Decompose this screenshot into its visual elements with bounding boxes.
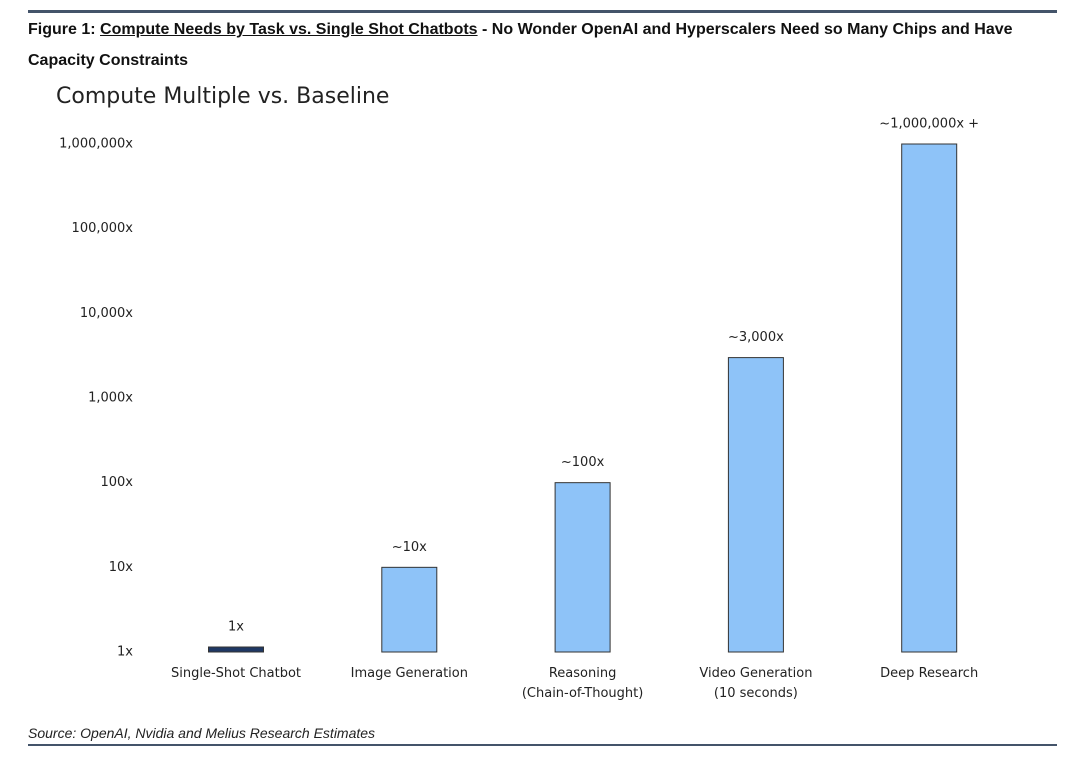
bottom-rule bbox=[28, 744, 1057, 746]
y-tick-label: 10x bbox=[109, 560, 134, 575]
figure-title-rest: - No Wonder OpenAI and Hyperscalers Need… bbox=[28, 21, 1013, 69]
value-label: ~1,000,000x + bbox=[879, 117, 979, 132]
value-label: ~10x bbox=[392, 540, 427, 555]
value-label: ~100x bbox=[561, 455, 605, 470]
y-tick-label: 10,000x bbox=[80, 306, 133, 321]
figure-label: Figure 1: bbox=[28, 21, 96, 38]
value-label: 1x bbox=[228, 620, 244, 635]
figure-title-underlined: Compute Needs by Task vs. Single Shot Ch… bbox=[100, 21, 478, 38]
top-rule bbox=[28, 10, 1057, 13]
value-label: ~3,000x bbox=[728, 330, 784, 345]
y-tick-label: 1,000,000x bbox=[59, 137, 133, 152]
bar bbox=[727, 357, 784, 653]
x-tick-label: Single-Shot Chatbot bbox=[171, 666, 301, 681]
bar bbox=[901, 143, 958, 653]
bar bbox=[208, 646, 264, 653]
source: Source: OpenAI, Nvidia and Melius Resear… bbox=[28, 725, 376, 741]
x-tick-label: Reasoning (Chain-of-Thought) bbox=[522, 666, 644, 701]
y-tick-label: 1x bbox=[117, 645, 133, 660]
y-tick-label: 1,000x bbox=[88, 391, 133, 406]
x-tick-label: Image Generation bbox=[351, 666, 468, 681]
y-tick-label: 100x bbox=[100, 475, 133, 490]
x-tick-label: Video Generation (10 seconds) bbox=[699, 666, 812, 701]
bar bbox=[381, 566, 438, 653]
bar bbox=[554, 482, 611, 653]
y-tick-label: 100,000x bbox=[72, 221, 134, 236]
chart-title: Compute Multiple vs. Baseline bbox=[56, 84, 389, 109]
x-tick-label: Deep Research bbox=[880, 666, 978, 681]
figure-title: Figure 1: Compute Needs by Task vs. Sing… bbox=[28, 14, 1053, 76]
